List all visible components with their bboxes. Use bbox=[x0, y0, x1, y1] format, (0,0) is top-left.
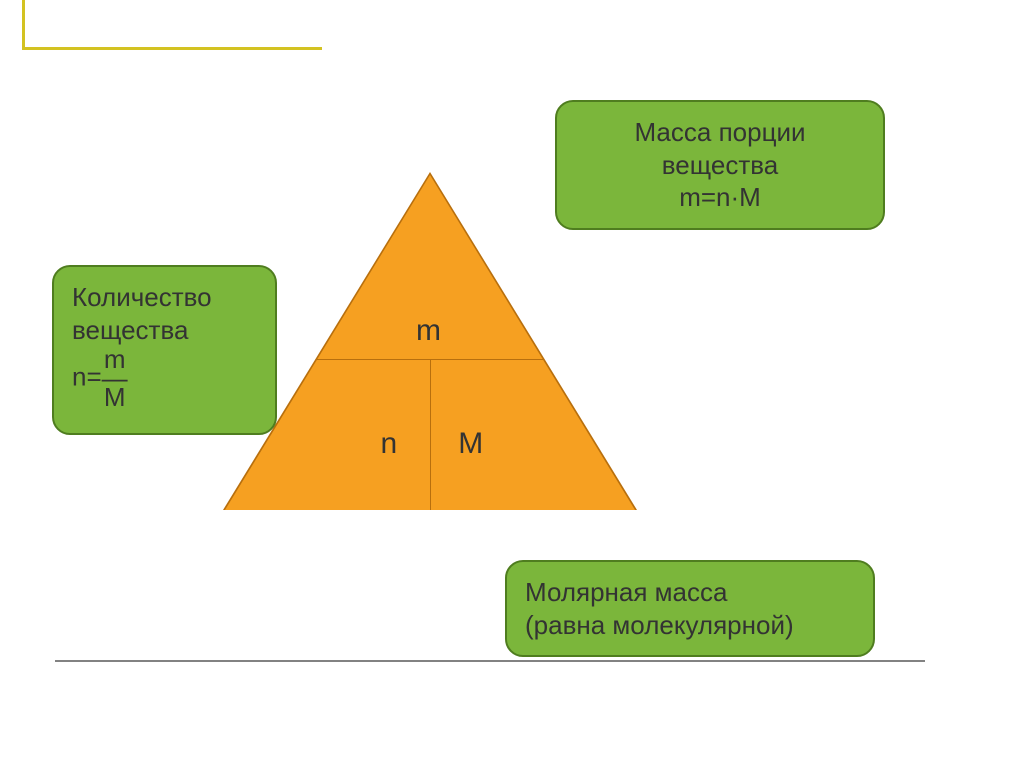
triangle-top-label: m bbox=[416, 314, 441, 348]
diagram-stage: m n M Масса порции вещества m=n·M Количе… bbox=[0, 0, 1024, 768]
callout-mass-line3: m=n·M bbox=[575, 181, 865, 214]
callout-amount-formula: n=m—M bbox=[72, 346, 257, 411]
triangle-bottom-right-label: M bbox=[458, 427, 483, 461]
callout-amount-line1: Количество bbox=[72, 281, 257, 314]
formula-fraction: m—M bbox=[102, 346, 128, 411]
callout-mass-line2: вещества bbox=[575, 149, 865, 182]
formula-prefix: n= bbox=[72, 361, 102, 391]
callout-molar-line2: (равна молекулярной) bbox=[525, 609, 855, 642]
callout-mass: Масса порции вещества m=n·M bbox=[555, 100, 885, 230]
callout-molar-line1: Молярная масса bbox=[525, 576, 855, 609]
title-placeholder-box bbox=[22, 0, 322, 50]
formula-denominator: M bbox=[102, 384, 128, 411]
callout-amount: Количество вещества n=m—M bbox=[52, 265, 277, 435]
callout-molar: Молярная масса (равна молекулярной) bbox=[505, 560, 875, 657]
callout-amount-line2: вещества bbox=[72, 314, 257, 347]
triangle-vertical-line bbox=[430, 359, 431, 510]
triangle-bottom-left-label: n bbox=[381, 427, 398, 461]
bottom-rule bbox=[55, 660, 925, 662]
callout-mass-line1: Масса порции bbox=[575, 116, 865, 149]
